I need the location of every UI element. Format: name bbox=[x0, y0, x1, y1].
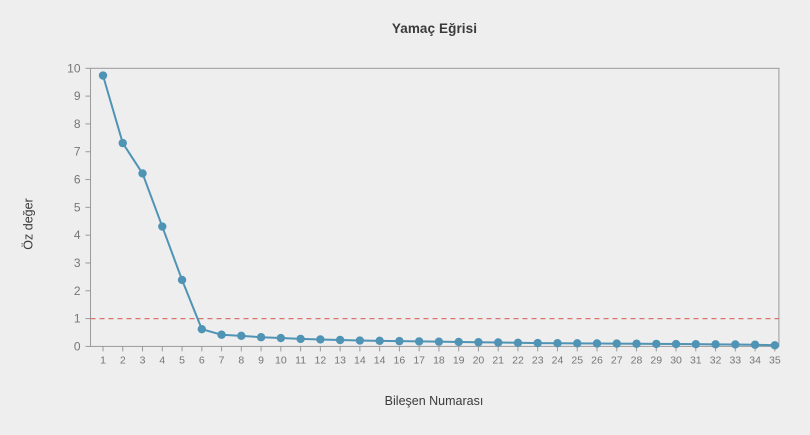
svg-text:13: 13 bbox=[334, 354, 346, 366]
svg-text:Öz değer: Öz değer bbox=[21, 198, 35, 249]
svg-text:6: 6 bbox=[74, 173, 81, 187]
svg-text:10: 10 bbox=[275, 354, 287, 366]
svg-text:1: 1 bbox=[100, 354, 106, 366]
svg-text:11: 11 bbox=[295, 354, 306, 366]
svg-text:21: 21 bbox=[492, 354, 504, 366]
svg-text:24: 24 bbox=[552, 354, 564, 366]
svg-text:29: 29 bbox=[650, 354, 662, 366]
svg-text:2: 2 bbox=[120, 354, 126, 366]
svg-text:5: 5 bbox=[74, 200, 81, 214]
svg-text:9: 9 bbox=[74, 89, 81, 103]
svg-text:10: 10 bbox=[67, 61, 81, 75]
svg-text:9: 9 bbox=[258, 354, 264, 366]
svg-text:4: 4 bbox=[74, 228, 81, 242]
svg-text:0: 0 bbox=[74, 339, 81, 353]
svg-text:12: 12 bbox=[315, 354, 327, 366]
svg-text:20: 20 bbox=[473, 354, 485, 366]
svg-text:32: 32 bbox=[710, 354, 722, 366]
svg-text:26: 26 bbox=[591, 354, 603, 366]
svg-text:17: 17 bbox=[413, 354, 425, 366]
svg-text:8: 8 bbox=[238, 354, 244, 366]
svg-text:28: 28 bbox=[631, 354, 643, 366]
svg-text:8: 8 bbox=[74, 117, 81, 131]
svg-text:3: 3 bbox=[74, 256, 81, 270]
svg-text:31: 31 bbox=[690, 354, 702, 366]
svg-text:19: 19 bbox=[453, 354, 465, 366]
svg-text:34: 34 bbox=[749, 354, 761, 366]
svg-text:27: 27 bbox=[611, 354, 623, 366]
svg-text:2: 2 bbox=[74, 284, 81, 298]
svg-text:6: 6 bbox=[199, 354, 205, 366]
svg-text:7: 7 bbox=[219, 354, 225, 366]
svg-text:18: 18 bbox=[433, 354, 445, 366]
svg-text:5: 5 bbox=[179, 354, 185, 366]
svg-text:33: 33 bbox=[729, 354, 741, 366]
svg-text:23: 23 bbox=[532, 354, 544, 366]
svg-text:14: 14 bbox=[354, 354, 366, 366]
svg-text:14: 14 bbox=[374, 354, 386, 366]
svg-text:1: 1 bbox=[74, 312, 81, 326]
svg-text:16: 16 bbox=[394, 354, 406, 366]
svg-text:35: 35 bbox=[769, 354, 781, 366]
svg-text:4: 4 bbox=[159, 354, 165, 366]
svg-text:25: 25 bbox=[571, 354, 583, 366]
svg-text:7: 7 bbox=[74, 145, 81, 159]
svg-text:30: 30 bbox=[670, 354, 682, 366]
svg-text:3: 3 bbox=[140, 354, 146, 366]
svg-text:22: 22 bbox=[512, 354, 524, 366]
